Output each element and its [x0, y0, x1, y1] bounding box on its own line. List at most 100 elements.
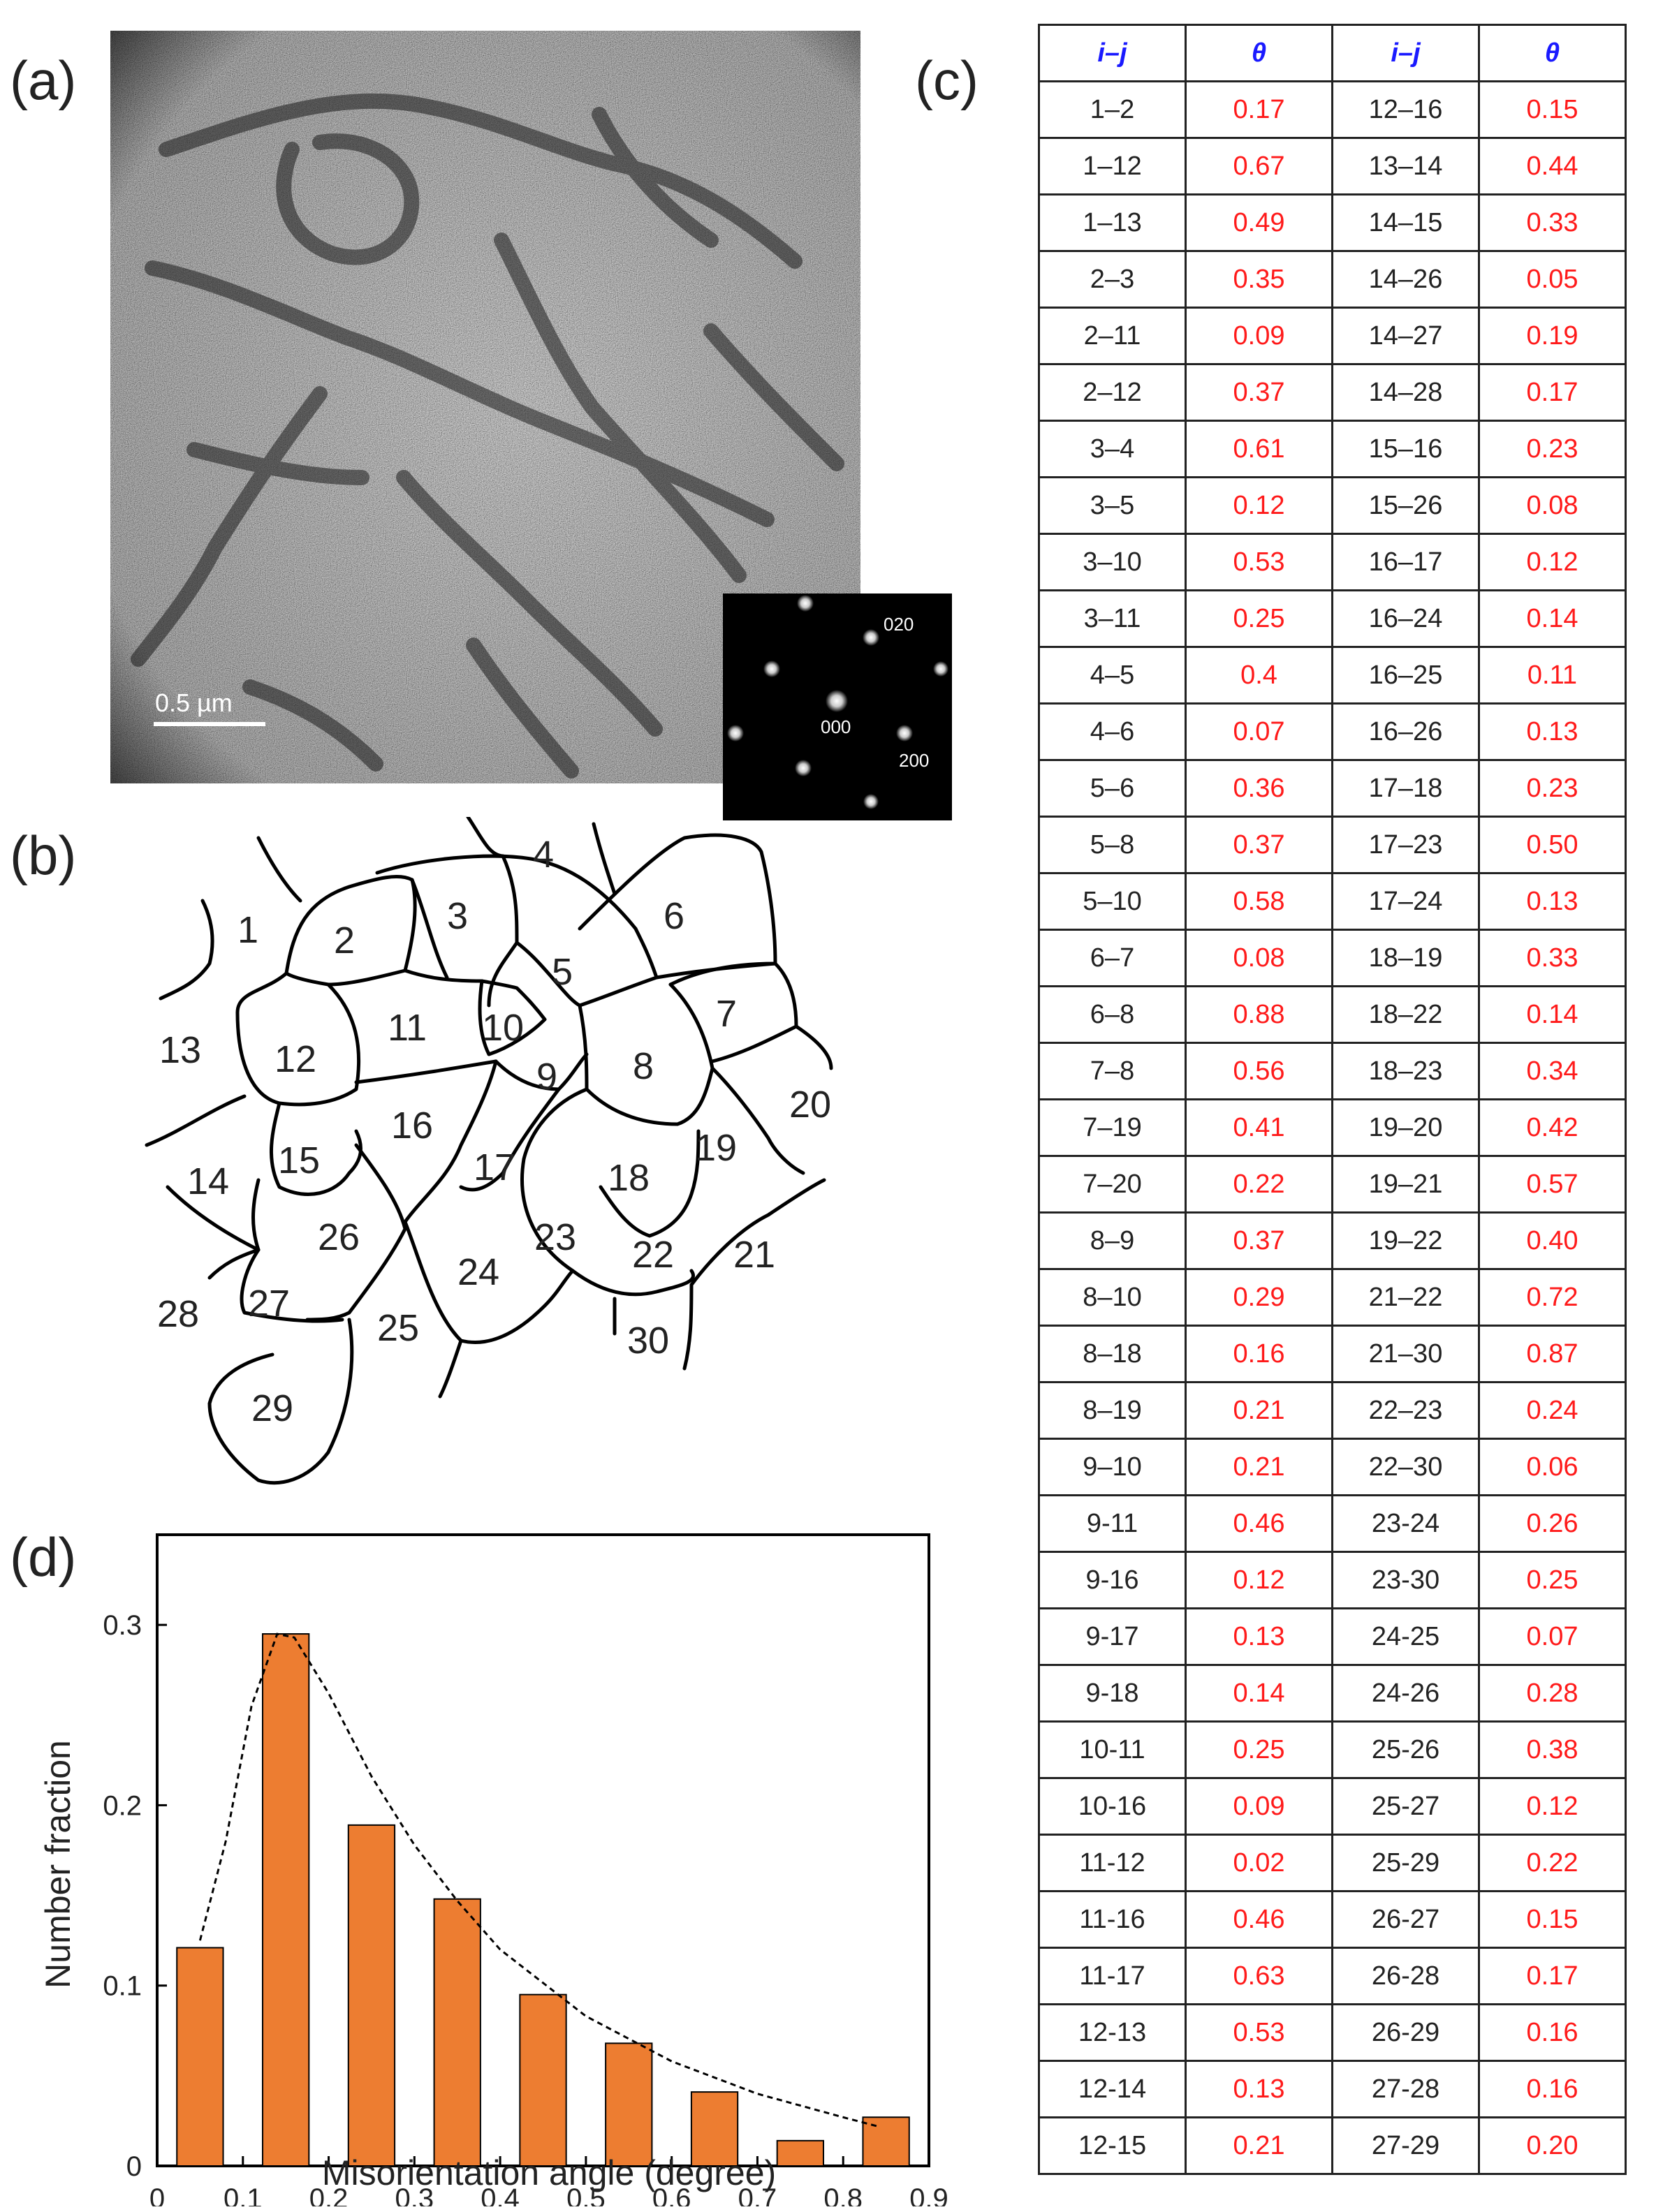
theta-cell: 0.26	[1478, 1494, 1627, 1553]
theta-cell: 0.17	[1478, 363, 1627, 422]
histogram-bar	[347, 1824, 396, 2167]
grain-pair-cell: 5–8	[1038, 816, 1187, 874]
grain-pair-cell: 14–15	[1331, 193, 1480, 252]
theta-cell: 0.34	[1478, 1042, 1627, 1100]
grain-pair-cell: 17–24	[1331, 872, 1480, 931]
table-row: 8–10 0.29 21–22 0.72	[1038, 1268, 1627, 1327]
theta-cell: 0.09	[1185, 307, 1333, 365]
grain-pair-cell: 10-11	[1038, 1720, 1187, 1779]
theta-cell: 0.21	[1185, 2116, 1333, 2175]
grain-pair-cell: 9-17	[1038, 1607, 1187, 1666]
table-row: 3–10 0.53 16–17 0.12	[1038, 533, 1627, 591]
theta-cell: 0.15	[1478, 1890, 1627, 1949]
grain-pair-cell: 7–20	[1038, 1155, 1187, 1214]
header-pair-2: i–j	[1331, 24, 1480, 82]
theta-cell: 0.37	[1185, 363, 1333, 422]
table-row: 10-11 0.25 25-26 0.38	[1038, 1720, 1627, 1779]
grain-label-1: 1	[237, 909, 258, 951]
theta-cell: 0.12	[1478, 533, 1627, 591]
grain-label-26: 26	[318, 1216, 360, 1258]
grain-pair-cell: 12–16	[1331, 80, 1480, 139]
theta-cell: 0.41	[1185, 1098, 1333, 1157]
theta-cell: 0.21	[1185, 1381, 1333, 1440]
grain-pair-cell: 12-15	[1038, 2116, 1187, 2175]
theta-cell: 0.12	[1185, 476, 1333, 535]
y-tick-label: 0.2	[103, 1790, 142, 1821]
theta-cell: 0.42	[1478, 1098, 1627, 1157]
grain-pair-cell: 6–8	[1038, 985, 1187, 1044]
table-row: 2–3 0.35 14–26 0.05	[1038, 250, 1627, 309]
grain-pair-cell: 4–5	[1038, 646, 1187, 705]
theta-cell: 0.25	[1478, 1551, 1627, 1609]
table-row: 6–8 0.88 18–22 0.14	[1038, 985, 1627, 1044]
theta-cell: 0.16	[1478, 2003, 1627, 2062]
grain-pair-cell: 2–11	[1038, 307, 1187, 365]
table-row: 7–19 0.41 19–20 0.42	[1038, 1098, 1627, 1157]
x-tick-label: 0	[149, 2183, 165, 2206]
theta-cell: 0.07	[1185, 702, 1333, 761]
grain-pair-cell: 18–23	[1331, 1042, 1480, 1100]
histogram-bar	[862, 2116, 910, 2167]
table-row: 9-16 0.12 23-30 0.25	[1038, 1551, 1627, 1609]
theta-cell: 0.58	[1185, 872, 1333, 931]
theta-cell: 0.72	[1478, 1268, 1627, 1327]
theta-cell: 0.67	[1185, 137, 1333, 196]
grain-label-22: 22	[632, 1234, 674, 1276]
grain-pair-cell: 14–26	[1331, 250, 1480, 309]
grain-pair-cell: 3–11	[1038, 589, 1187, 648]
theta-cell: 0.50	[1478, 816, 1627, 874]
theta-cell: 0.4	[1185, 646, 1333, 705]
table-row: 8–18 0.16 21–30 0.87	[1038, 1325, 1627, 1383]
grain-pair-cell: 25-26	[1331, 1720, 1480, 1779]
x-axis-title: Misorientation angle (degree)	[322, 2153, 776, 2192]
y-tick-label: 0.1	[103, 1971, 142, 2002]
misorientation-table: i–j θ i–j θ 1–2 0.17 12–16 0.15 1–12 0.67 13–1…	[1038, 24, 1627, 2175]
table-row: 3–4 0.61 15–16 0.23	[1038, 420, 1627, 478]
theta-cell: 0.22	[1185, 1155, 1333, 1214]
theta-cell: 0.13	[1185, 2060, 1333, 2118]
theta-cell: 0.12	[1185, 1551, 1333, 1609]
theta-cell: 0.21	[1185, 1438, 1333, 1496]
theta-cell: 0.49	[1185, 193, 1333, 252]
grain-pair-cell: 17–18	[1331, 759, 1480, 818]
grain-pair-cell: 11-17	[1038, 1947, 1187, 2005]
theta-cell: 0.07	[1478, 1607, 1627, 1666]
table-row: 9-11 0.46 23-24 0.26	[1038, 1494, 1627, 1553]
x-tick-label: 0.1	[224, 2183, 263, 2206]
theta-cell: 0.22	[1478, 1834, 1627, 1892]
grain-label-12: 12	[274, 1038, 316, 1080]
theta-cell: 0.87	[1478, 1325, 1627, 1383]
theta-cell: 0.13	[1185, 1607, 1333, 1666]
table-row: 9-17 0.13 24-25 0.07	[1038, 1607, 1627, 1666]
grain-pair-cell: 8–10	[1038, 1268, 1187, 1327]
grain-pair-cell: 6–7	[1038, 929, 1187, 987]
theta-cell: 0.46	[1185, 1494, 1333, 1553]
grain-pair-cell: 14–27	[1331, 307, 1480, 365]
spot-label-000: 000	[821, 716, 851, 737]
theta-cell: 0.14	[1185, 1664, 1333, 1723]
grain-pair-cell: 21–30	[1331, 1325, 1480, 1383]
grain-pair-cell: 23-24	[1331, 1494, 1480, 1553]
theta-cell: 0.25	[1185, 1720, 1333, 1779]
diffraction-pattern-inset: 020 000 200	[723, 593, 952, 820]
grain-label-13: 13	[159, 1029, 201, 1071]
grain-pair-cell: 26-27	[1331, 1890, 1480, 1949]
table-row: 8–9 0.37 19–22 0.40	[1038, 1211, 1627, 1270]
grain-pair-cell: 5–10	[1038, 872, 1187, 931]
grain-pair-cell: 2–12	[1038, 363, 1187, 422]
grain-pair-cell: 18–19	[1331, 929, 1480, 987]
grain-label-3: 3	[447, 895, 468, 937]
grain-pair-cell: 19–21	[1331, 1155, 1480, 1214]
grain-pair-cell: 27-28	[1331, 2060, 1480, 2118]
x-tick-label: 0.8	[823, 2183, 863, 2206]
theta-cell: 0.46	[1185, 1890, 1333, 1949]
theta-cell: 0.13	[1478, 872, 1627, 931]
grain-label-10: 10	[482, 1007, 524, 1049]
grain-pair-cell: 4–6	[1038, 702, 1187, 761]
grain-pair-cell: 1–2	[1038, 80, 1187, 139]
grain-pair-cell: 1–13	[1038, 193, 1187, 252]
theta-cell: 0.09	[1185, 1777, 1333, 1836]
table-row: 9–10 0.21 22–30 0.06	[1038, 1438, 1627, 1496]
histogram-bar	[776, 2139, 824, 2167]
grain-label-16: 16	[391, 1105, 433, 1146]
